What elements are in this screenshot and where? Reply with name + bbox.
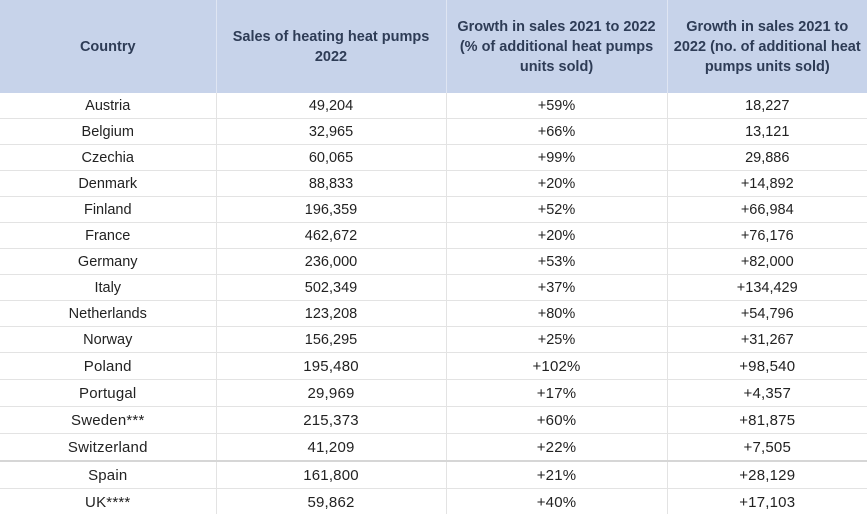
cell-country: Denmark	[0, 170, 217, 197]
cell-country: Germany	[0, 248, 217, 275]
table-row: Belgium 32,965 +66% 13,121	[0, 118, 867, 145]
header-sales: Sales of heating heat pumps 2022	[216, 0, 447, 93]
table-row: Czechia 60,065 +99% 29,886	[0, 144, 867, 171]
cell-sales: 156,295	[216, 326, 447, 353]
cell-growth-units: 29,886	[667, 144, 867, 171]
table-row: Sweden*** 215,373 +60% +81,875	[0, 406, 867, 434]
cell-country: Netherlands	[0, 300, 217, 327]
table-row: Germany 236,000 +53% +82,000	[0, 248, 867, 275]
cell-country: Czechia	[0, 144, 217, 171]
cell-sales: 236,000	[216, 248, 447, 275]
cell-growth-units: +4,357	[667, 379, 867, 407]
cell-sales: 29,969	[216, 379, 447, 407]
cell-growth-percent: +20%	[446, 170, 668, 197]
cell-country: Spain	[0, 460, 217, 489]
cell-growth-units: +54,796	[667, 300, 867, 327]
cell-sales: 462,672	[216, 222, 447, 249]
cell-growth-percent: +59%	[446, 93, 668, 119]
cell-country: Belgium	[0, 118, 217, 145]
cell-growth-percent: +37%	[446, 274, 668, 301]
cell-country: UK****	[0, 488, 217, 514]
table-body: Austria 49,204 +59% 18,227 Belgium 32,96…	[0, 93, 867, 514]
cell-growth-units: +7,505	[667, 433, 867, 462]
cell-country: Austria	[0, 93, 217, 119]
cell-country: Italy	[0, 274, 217, 301]
cell-growth-units: +14,892	[667, 170, 867, 197]
cell-growth-percent: +60%	[446, 406, 668, 434]
cell-country: Switzerland	[0, 433, 217, 462]
cell-growth-percent: +25%	[446, 326, 668, 353]
table-row: Portugal 29,969 +17% +4,357	[0, 379, 867, 407]
cell-country: Finland	[0, 196, 217, 223]
cell-sales: 59,862	[216, 488, 447, 514]
table-row: Spain 161,800 +21% +28,129	[0, 460, 867, 489]
cell-growth-units: +76,176	[667, 222, 867, 249]
cell-growth-percent: +22%	[446, 433, 668, 462]
cell-growth-percent: +66%	[446, 118, 668, 145]
cell-growth-percent: +40%	[446, 488, 668, 514]
cell-growth-percent: +102%	[446, 352, 668, 380]
table-row: Norway 156,295 +25% +31,267	[0, 326, 867, 353]
table-row: Poland 195,480 +102% +98,540	[0, 352, 867, 380]
cell-sales: 502,349	[216, 274, 447, 301]
cell-growth-units: 18,227	[667, 93, 867, 119]
cell-growth-units: 13,121	[667, 118, 867, 145]
table-row: Netherlands 123,208 +80% +54,796	[0, 300, 867, 327]
cell-country: Poland	[0, 352, 217, 380]
cell-sales: 196,359	[216, 196, 447, 223]
cell-growth-units: +31,267	[667, 326, 867, 353]
cell-growth-units: +134,429	[667, 274, 867, 301]
cell-growth-units: +81,875	[667, 406, 867, 434]
cell-country: Portugal	[0, 379, 217, 407]
cell-sales: 195,480	[216, 352, 447, 380]
cell-growth-percent: +53%	[446, 248, 668, 275]
cell-growth-percent: +80%	[446, 300, 668, 327]
header-row: Country Sales of heating heat pumps 2022…	[0, 0, 867, 93]
cell-growth-percent: +20%	[446, 222, 668, 249]
table-row: France 462,672 +20% +76,176	[0, 222, 867, 249]
header-growth-percent: Growth in sales 2021 to 2022 (% of addit…	[446, 0, 668, 93]
cell-growth-units: +82,000	[667, 248, 867, 275]
table-row: UK**** 59,862 +40% +17,103	[0, 488, 867, 514]
cell-growth-units: +28,129	[667, 460, 867, 489]
cell-sales: 41,209	[216, 433, 447, 462]
cell-sales: 32,965	[216, 118, 447, 145]
cell-growth-units: +98,540	[667, 352, 867, 380]
table-row: Switzerland 41,209 +22% +7,505	[0, 433, 867, 462]
cell-country: Sweden***	[0, 406, 217, 434]
cell-sales: 161,800	[216, 460, 447, 489]
table-row: Denmark 88,833 +20% +14,892	[0, 170, 867, 197]
cell-sales: 60,065	[216, 144, 447, 171]
cell-growth-units: +17,103	[667, 488, 867, 514]
table-header: Country Sales of heating heat pumps 2022…	[0, 0, 867, 93]
header-country: Country	[0, 0, 217, 93]
cell-country: France	[0, 222, 217, 249]
table-row: Finland 196,359 +52% +66,984	[0, 196, 867, 223]
table-row: Italy 502,349 +37% +134,429	[0, 274, 867, 301]
cell-growth-percent: +99%	[446, 144, 668, 171]
cell-sales: 123,208	[216, 300, 447, 327]
cell-growth-percent: +52%	[446, 196, 668, 223]
cell-country: Norway	[0, 326, 217, 353]
header-growth-units: Growth in sales 2021 to 2022 (no. of add…	[673, 18, 861, 75]
cell-sales: 215,373	[216, 406, 447, 434]
cell-sales: 88,833	[216, 170, 447, 197]
table-row: Austria 49,204 +59% 18,227	[0, 93, 867, 119]
cell-growth-percent: +21%	[446, 460, 668, 489]
cell-growth-percent: +17%	[446, 379, 668, 407]
cell-sales: 49,204	[216, 93, 447, 119]
cell-growth-units: +66,984	[667, 196, 867, 223]
